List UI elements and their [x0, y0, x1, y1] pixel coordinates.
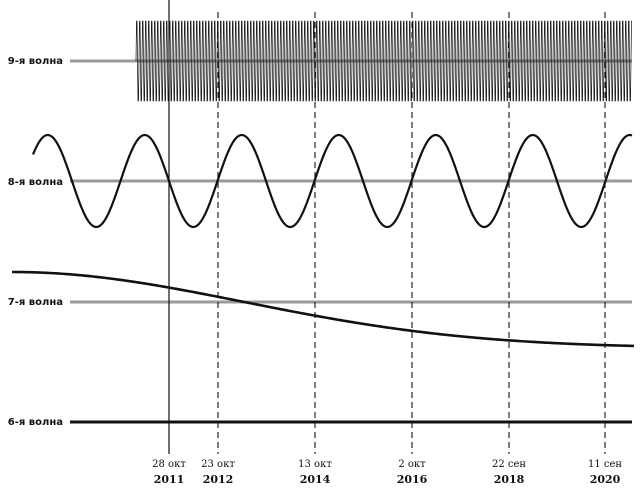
- wave-label-6: 6-я волна: [8, 417, 63, 428]
- wave-label-9: 9-я волна: [8, 56, 63, 67]
- wave-8-curve: [31, 133, 633, 229]
- year-label-2014: 2014: [300, 473, 331, 486]
- wave-9-curve: [135, 20, 632, 102]
- wave-label-8: 8-я волна: [8, 177, 63, 188]
- date-label-2020: 11 сен: [588, 459, 622, 470]
- wave-label-7: 7-я волна: [8, 297, 63, 308]
- date-labels: 28 окт 2011 23 окт 2012 13 окт 2014 2 ок…: [152, 459, 622, 486]
- wave-7-curve: [12, 270, 635, 348]
- year-label-2018: 2018: [494, 473, 525, 486]
- wave-9-oscillation: [135, 20, 632, 102]
- year-label-2020: 2020: [590, 473, 621, 486]
- date-label-2014: 13 окт: [298, 459, 332, 470]
- year-label-2011: 2011: [154, 473, 185, 486]
- date-label-2016: 2 окт: [398, 459, 426, 470]
- date-label-2012: 23 окт: [201, 459, 235, 470]
- date-label-2011: 28 окт: [152, 459, 186, 470]
- date-label-2018: 22 сен: [492, 459, 526, 470]
- year-label-2016: 2016: [397, 473, 428, 486]
- year-label-2012: 2012: [203, 473, 234, 486]
- wave-labels: 9-я волна 8-я волна 7-я волна 6-я волна: [8, 56, 63, 428]
- markers: [168, 0, 606, 454]
